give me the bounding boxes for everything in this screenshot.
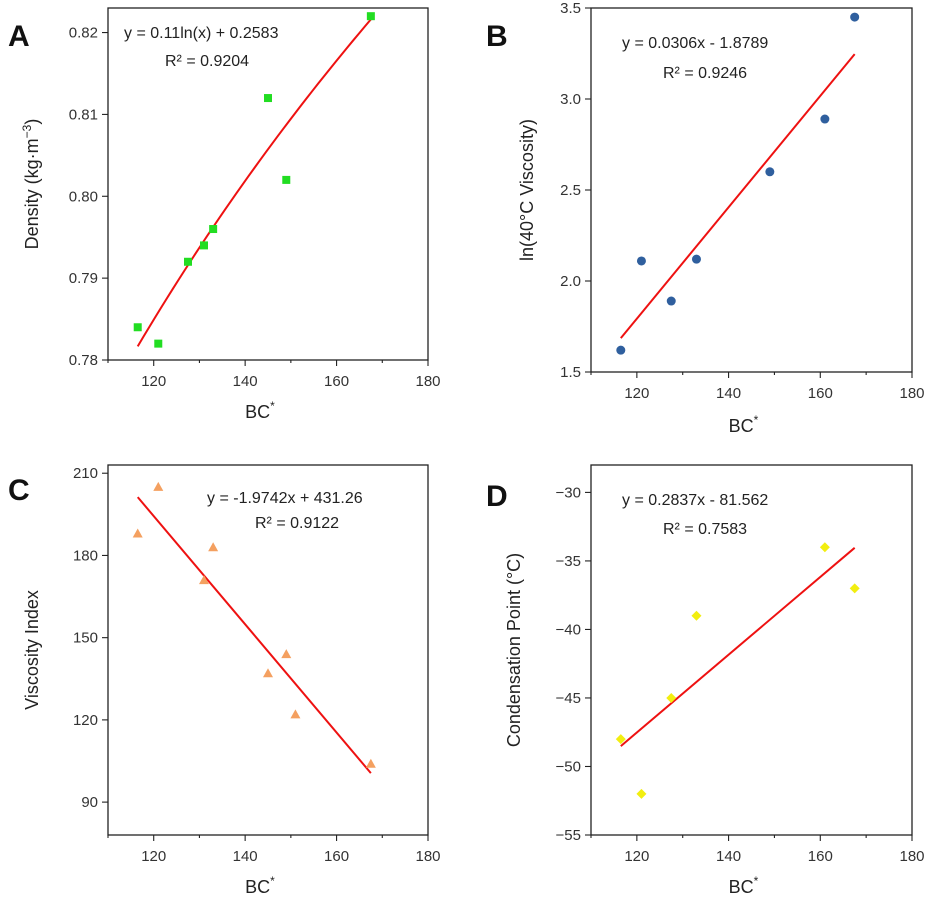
panel-b-x-axis-title: BC*	[729, 413, 759, 436]
panel-c-y-tick-label: 210	[73, 465, 98, 482]
panel-d-trend-line	[620, 547, 856, 747]
panel-b-y-tick-label: 2.0	[560, 273, 581, 290]
panel-d-data-point	[615, 734, 626, 745]
panel-b-x-tick-label: 140	[716, 385, 741, 402]
panel-d-y-tick-label: −30	[556, 484, 581, 501]
panel-a-x-axis-title: BC*	[245, 399, 275, 422]
panel-a-equation: y = 0.11ln(x) + 0.2583	[124, 25, 279, 42]
panel-b: B 120 140 160 180 1.5 2.0 2.5 3.0 3.5 BC* ln(40°C V…	[486, 0, 925, 436]
panel-a-y-tick-label: 0.78	[69, 352, 98, 369]
panel-c-data-point	[281, 649, 292, 659]
panel-a-x-tick-label: 140	[233, 373, 258, 390]
panel-c-x-tick-label: 140	[233, 848, 258, 865]
panel-b-y-tick-label: 2.5	[560, 182, 581, 199]
panel-a-data-point	[133, 323, 142, 332]
panel-c-plot-frame	[107, 464, 429, 836]
panel-a-r-squared: R² = 0.9204	[165, 53, 249, 70]
panel-d-x-tick-label: 140	[716, 848, 741, 865]
panel-a-x-tick-label: 180	[415, 373, 440, 390]
panel-a-letter: A	[8, 20, 30, 53]
panel-c-equation: y = -1.9742x + 431.26	[207, 490, 363, 507]
panel-a-y-tick-label: 0.80	[69, 188, 98, 205]
panel-c-letter: C	[8, 474, 30, 507]
panel-d-letter: D	[486, 480, 508, 513]
panel-d-x-tick-label: 160	[808, 848, 833, 865]
panel-c: C 120 140 160 180 90 120 150 180 210 BC* Viscosity …	[8, 464, 441, 897]
panel-b-y-tick-label: 3.5	[560, 0, 581, 17]
panel-d-y-tick-label: −45	[556, 690, 581, 707]
panel-b-r-squared: R² = 0.9246	[663, 65, 747, 82]
panel-a-y-axis-title: Density (kg·m−3)	[20, 119, 42, 250]
panel-d-data-point	[666, 692, 677, 703]
panel-b-data-point	[636, 256, 646, 266]
panel-a-data-point	[264, 94, 272, 103]
panel-b-equation: y = 0.0306x - 1.8789	[622, 35, 768, 52]
panel-c-data-point	[365, 758, 376, 768]
panel-d-x-axis-title: BC*	[729, 874, 759, 897]
panel-a-data-point	[282, 175, 291, 184]
panel-c-data-point	[290, 709, 301, 719]
panel-d-r-squared: R² = 0.7583	[663, 521, 747, 538]
panel-a-y-tick-label: 0.81	[69, 106, 98, 123]
panel-b-y-tick-label: 3.0	[560, 91, 581, 108]
panel-d-y-tick-label: −35	[556, 553, 581, 570]
panel-c-data-point	[153, 481, 164, 491]
panel-a-y-tick-label: 0.79	[69, 270, 98, 287]
panel-b-x-tick-label: 120	[624, 385, 649, 402]
panel-c-x-tick-label: 120	[141, 848, 166, 865]
panel-d-data-point	[691, 610, 702, 621]
panel-c-trend-line	[136, 496, 372, 774]
panel-b-x-tick-label: 180	[899, 385, 924, 402]
panel-a-data-point	[154, 339, 163, 348]
panel-a: A 120 140 160 180 0.78 0.79 0.80 0.81 0.82 BC* Dens…	[8, 7, 441, 422]
panel-c-y-tick-label: 120	[73, 712, 98, 729]
panel-d-y-tick-label: −40	[556, 621, 581, 638]
panel-c-data-point	[132, 528, 143, 538]
panel-b-trend-line	[620, 53, 856, 339]
panel-c-r-squared: R² = 0.9122	[255, 515, 339, 532]
panel-b-data-point	[765, 167, 775, 177]
panel-b-data-point	[850, 12, 860, 22]
panel-a-x-tick-label: 160	[324, 373, 349, 390]
panel-d-plot-frame	[590, 464, 913, 836]
panel-d-data-point	[849, 583, 860, 594]
panel-b-y-axis-title: ln(40°C Viscosity)	[517, 119, 537, 261]
panel-c-data-point	[263, 668, 273, 678]
panel-c-y-tick-label: 150	[73, 630, 98, 647]
panel-a-x-tick-label: 120	[141, 373, 166, 390]
panel-b-y-tick-label: 1.5	[560, 364, 581, 381]
panel-d-y-tick-label: −50	[556, 758, 581, 775]
panel-c-data-point	[208, 542, 219, 552]
panel-a-trend-line	[136, 18, 372, 347]
panel-a-data-point	[366, 12, 375, 21]
panel-c-data-point	[199, 575, 209, 585]
panel-d: D 120 140 160 180 −55 −50 −45 −40 −35 −30 BC* Conden…	[486, 464, 925, 897]
panel-c-y-axis-title: Viscosity Index	[22, 590, 42, 710]
panel-d-y-tick-label: −55	[556, 827, 581, 844]
panel-d-x-tick-label: 180	[899, 848, 924, 865]
panel-d-x-tick-label: 120	[624, 848, 649, 865]
panel-d-y-axis-title: Condensation Point (°C)	[504, 553, 524, 747]
panel-c-y-tick-label: 180	[73, 547, 98, 564]
panel-b-data-point	[691, 254, 701, 264]
panel-b-letter: B	[486, 20, 508, 53]
panel-b-data-point	[666, 296, 676, 306]
panel-a-y-tick-label: 0.82	[69, 25, 98, 42]
panel-c-x-tick-label: 160	[324, 848, 349, 865]
panel-b-data-point	[616, 345, 626, 355]
panel-b-x-tick-label: 160	[808, 385, 833, 402]
panel-c-x-tick-label: 180	[415, 848, 440, 865]
panel-a-plot-frame	[107, 7, 429, 361]
panel-d-data-point	[636, 788, 647, 799]
panel-c-y-tick-label: 90	[81, 794, 98, 811]
panel-d-equation: y = 0.2837x - 81.562	[622, 492, 768, 509]
panel-a-data-point	[184, 257, 192, 266]
panel-c-x-axis-title: BC*	[245, 874, 275, 897]
panel-a-data-point	[200, 241, 208, 250]
panel-b-data-point	[820, 114, 830, 124]
panel-a-data-point	[209, 225, 218, 234]
panel-d-data-point	[819, 542, 830, 553]
